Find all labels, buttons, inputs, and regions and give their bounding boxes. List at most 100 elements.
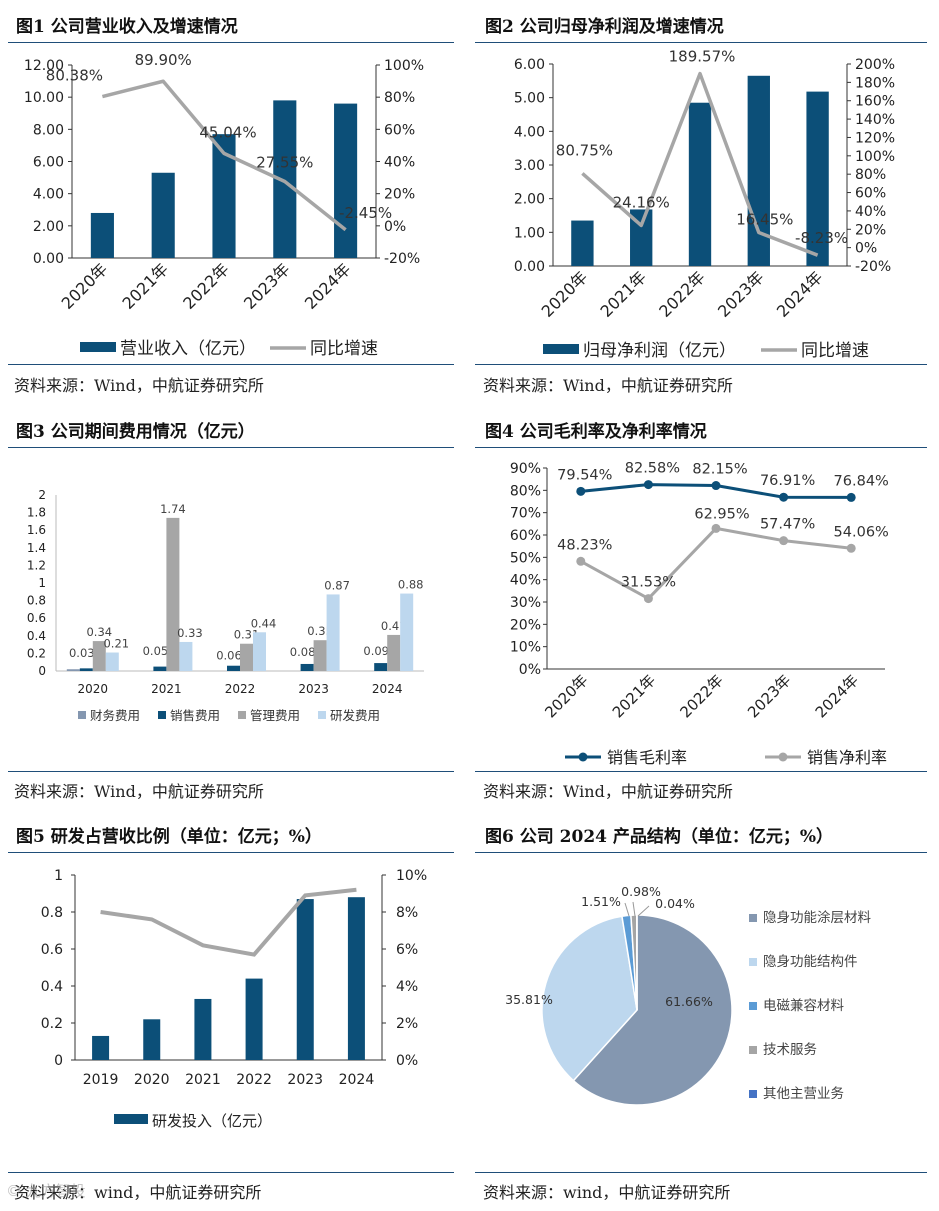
figure-1-title: 图1 公司营业收入及增速情况 [16, 17, 238, 37]
figure-2-title-rule [475, 42, 927, 43]
right-axis-tick-label: 20% [384, 187, 415, 203]
bar-2021年 [151, 172, 175, 258]
x-axis-label: 2024 [339, 1072, 375, 1088]
left-axis-tick-label: 8.00 [33, 122, 64, 138]
legend-label: 其他主营业务 [763, 1086, 844, 1102]
leader-line [637, 905, 650, 917]
data-label: 79.54% [557, 467, 612, 483]
legend-label: 同比增速 [801, 341, 869, 361]
bar-2019 [92, 1035, 110, 1060]
right-axis-tick-label: 60% [855, 186, 886, 202]
figure-6-title: 图6 公司 2024 产品结构（单位：亿元；%） [485, 827, 834, 847]
pie-data-label: 0.98% [621, 884, 661, 899]
x-axis-label: 2020 [78, 682, 109, 696]
right-axis-tick-label: 40% [855, 204, 886, 220]
y-axis-tick-label: 1.4 [27, 541, 46, 555]
y-axis-tick-label: 70% [510, 506, 541, 522]
legend-swatch [749, 1090, 757, 1098]
right-axis-tick-label: 140% [855, 112, 895, 128]
left-axis-tick-label: 5.00 [514, 91, 545, 107]
data-label: 62.95% [694, 506, 749, 522]
data-label: 0.87 [324, 578, 350, 592]
right-axis-tick-label: 180% [855, 75, 895, 91]
right-axis-tick-label: -20% [384, 251, 420, 267]
right-axis-tick-label: 40% [384, 155, 415, 171]
right-axis-tick-label: 0% [384, 219, 406, 235]
growth-line [581, 71, 819, 257]
y-axis-tick-label: 80% [510, 483, 541, 499]
right-axis-tick-label: 160% [855, 94, 895, 110]
data-label: 76.91% [760, 473, 815, 489]
legend-label: 技术服务 [763, 1042, 817, 1058]
figure-4-source: 资料来源：Wind，中航证券研究所 [483, 782, 733, 801]
data-label: 31.53% [621, 575, 676, 591]
figure-4-panel: 图4 公司毛利率及净利率情况 0% 10% 20% 30% 40% 50% 60% 70% 80… [473, 405, 939, 805]
legend-label: 财务费用 [90, 708, 140, 723]
growth-data-label: 80.75% [556, 141, 613, 159]
y-axis-tick-label: 30% [510, 595, 541, 611]
right-axis-tick-label: 8% [396, 905, 418, 921]
figure-5-source: 资料来源：wind，中航证券研究所 [14, 1183, 262, 1202]
figure-2-source: 资料来源：Wind，中航证券研究所 [483, 376, 733, 395]
figure-3-source-rule [8, 771, 454, 772]
right-axis-tick-label: 4% [396, 979, 418, 995]
x-axis-label: 2021年 [596, 267, 650, 321]
right-axis-tick-label: 2% [396, 1016, 418, 1032]
bar-2023年 [747, 75, 770, 267]
bar-管理费用-2023 [313, 640, 327, 671]
data-label: 0.31 [234, 628, 260, 642]
bar-2022 [245, 978, 263, 1060]
left-axis-tick-label: 1.00 [514, 225, 545, 241]
x-axis-label: 2021 [151, 682, 182, 696]
bar-2021年 [630, 209, 653, 266]
bar-管理费用-2024 [387, 634, 401, 671]
figure-5-title: 图5 研发占营收比例（单位：亿元；%） [16, 827, 322, 847]
legend-label: 销售费用 [170, 708, 220, 723]
data-label: 0.41 [381, 619, 407, 633]
figure-1-source: 资料来源：Wind，中航证券研究所 [14, 376, 264, 395]
left-axis-tick-label: 0.4 [41, 979, 63, 995]
x-axis-label: 2020年 [58, 259, 112, 313]
bar-2021 [194, 998, 212, 1060]
left-axis-tick-label: 6.00 [33, 155, 64, 171]
bar-2024 [347, 897, 365, 1060]
legend-swatch [78, 711, 86, 719]
figure-3-source: 资料来源：Wind，中航证券研究所 [14, 782, 264, 801]
x-axis-label: 2020年 [541, 671, 591, 721]
pie-data-label: 0.04% [655, 896, 695, 911]
figure-4-chart: 0% 10% 20% 30% 40% 50% 60% 70% 80% 90% 79.54% 82.58… [510, 461, 889, 767]
left-axis-tick-label: 2.00 [33, 219, 64, 235]
growth-data-label: -8.23% [795, 229, 848, 247]
y-axis-tick-label: 0.4 [27, 629, 46, 643]
pie-data-label: 1.51% [581, 894, 621, 909]
left-axis-tick-label: 4.00 [514, 124, 545, 140]
figure-2-source-rule [475, 364, 927, 365]
pie-slice-隐身功能涂层材料 [572, 914, 733, 1106]
figure-3-chart: 0 0.2 0.4 0.6 0.8 1 1.2 1.4 1.6 1.8 2 0.03 0.05 0.06 0… [27, 488, 424, 723]
legend-bar-swatch [543, 344, 579, 354]
marker-销售毛利率 [576, 486, 586, 496]
legend-label: 隐身功能涂层材料 [763, 910, 871, 926]
marker-销售净利率 [779, 536, 789, 546]
data-label: 57.47% [760, 517, 815, 533]
x-axis-label: 2020 [134, 1072, 170, 1088]
legend-swatch [749, 958, 757, 966]
leader-line [624, 902, 630, 917]
figure-2-chart: 0.00 1.00 2.00 3.00 4.00 5.00 6.00 -20% 0% 20% 40%… [514, 48, 895, 361]
legend-label: 研发投入（亿元） [152, 1112, 272, 1130]
bar-研发费用-2024 [400, 593, 414, 671]
x-axis-label: 2024年 [773, 267, 827, 321]
figure-4-source-rule [475, 771, 927, 772]
data-label: 0.44 [251, 616, 277, 630]
right-axis-tick-label: 6% [396, 942, 418, 958]
bar-财务费用-2020 [66, 669, 80, 671]
legend-marker [578, 752, 588, 762]
y-axis-tick-label: 20% [510, 617, 541, 633]
ratio-line [100, 887, 357, 957]
right-axis-tick-label: 80% [855, 167, 886, 183]
data-label: 82.58% [625, 461, 680, 477]
marker-销售毛利率 [846, 492, 856, 502]
y-axis-tick-label: 1.8 [27, 506, 46, 520]
left-axis-tick-label: 6.00 [514, 57, 545, 73]
marker-销售净利率 [643, 594, 653, 604]
